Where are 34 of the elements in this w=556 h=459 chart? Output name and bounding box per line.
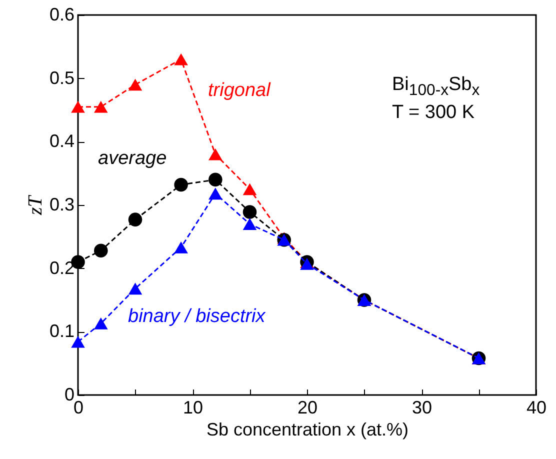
y-axis-title: zT xyxy=(24,194,46,216)
annotation: T = 300 K xyxy=(392,102,475,124)
series-label: average xyxy=(98,148,167,170)
x-axis-title: Sb concentration x (at.%) xyxy=(206,420,409,440)
point xyxy=(242,205,257,219)
point xyxy=(208,188,222,200)
point xyxy=(208,148,222,160)
y-tick-label: 0.6 xyxy=(49,4,74,24)
point xyxy=(174,178,188,192)
series-label: trigonal xyxy=(208,80,270,102)
y-tick-label: 0.3 xyxy=(49,194,74,214)
point xyxy=(94,244,108,258)
y-tick-label: 0 xyxy=(64,384,74,404)
point xyxy=(128,282,142,295)
point xyxy=(242,218,257,230)
x-tick-label: 30 xyxy=(412,398,432,418)
x-tick-label: 10 xyxy=(182,398,204,418)
point xyxy=(94,100,108,113)
x-tick-label: 40 xyxy=(526,398,547,418)
y-tick-label: 0.4 xyxy=(49,131,74,152)
point xyxy=(128,78,142,91)
y-tick-label: 0.5 xyxy=(49,68,74,88)
point xyxy=(208,172,222,187)
point xyxy=(174,53,188,66)
annotation: Bi$_{100-x}$Sb$_{x}$ xyxy=(392,74,480,100)
series-label: binary / bisectrix xyxy=(128,306,266,328)
y-tick-label: 0.1 xyxy=(49,321,74,342)
point xyxy=(71,336,85,348)
point xyxy=(128,212,142,226)
point xyxy=(94,317,108,330)
point xyxy=(174,241,188,254)
x-tick-label: 20 xyxy=(297,398,318,418)
point xyxy=(71,100,85,113)
point xyxy=(242,183,257,196)
